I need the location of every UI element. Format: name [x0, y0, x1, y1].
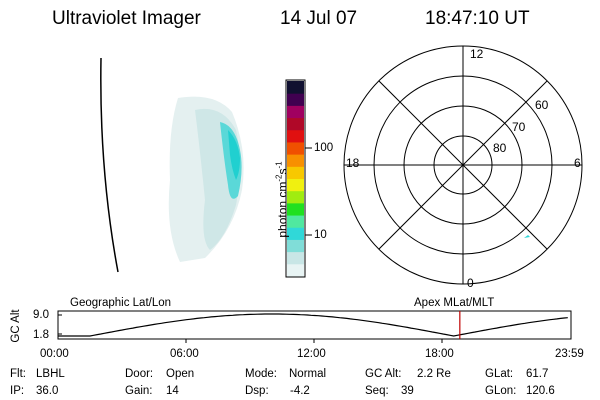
status-door-label: Door:: [125, 368, 154, 380]
polar-label-mlt-6: 6: [574, 156, 581, 170]
colorbar-cell: [287, 117, 304, 131]
colorbar-label: photon cm-2s-1: [274, 161, 290, 238]
timeline-plot: [57, 310, 572, 343]
status-filter-value: LBHL: [36, 368, 65, 380]
status-mode-label: Mode:: [245, 368, 277, 380]
timeline-geographic-label: Geographic Lat/Lon: [70, 297, 172, 309]
polar-label-mlt-0: 0: [467, 276, 474, 290]
instrument-title: Ultraviolet Imager: [52, 8, 201, 29]
colorbar-cell: [287, 141, 304, 155]
image-date: 14 Jul 07: [280, 8, 358, 29]
status-door-value: Open: [166, 368, 195, 380]
status-mode-value: Normal: [289, 368, 327, 380]
timeline-x-tick-1200: 12:00: [297, 348, 326, 360]
timeline-y-axis-label: GC Alt: [10, 309, 22, 343]
colorbar-cell: [287, 239, 304, 253]
colorbar-cell: [287, 190, 304, 204]
colorbar-cell: [287, 93, 304, 106]
status-seq-label: Seq:: [365, 385, 389, 397]
colorbar-tick-10: 10: [314, 229, 327, 241]
status-gcalt-value: 2.2 Re: [417, 368, 451, 380]
colorbar: [285, 79, 312, 278]
status-gain-value: 14: [166, 385, 179, 397]
status-glon-value: 120.6: [526, 385, 555, 397]
colorbar-cell: [287, 178, 304, 192]
status-glat-label: GLat:: [485, 368, 514, 380]
status-ip-value: 36.0: [36, 385, 59, 397]
timeline-apex-label: Apex MLat/MLT: [414, 297, 495, 309]
polar-label-mlt-18: 18: [346, 156, 360, 170]
status-glat-value: 61.7: [526, 368, 549, 380]
timeline-y-tick-max: 9.0: [33, 309, 49, 321]
status-dsp-value: -4.2: [290, 385, 310, 397]
polar-label-mlt-12: 12: [470, 47, 484, 61]
colorbar-cell: [287, 227, 304, 240]
polar-label-lat-70: 70: [512, 120, 526, 134]
status-seq-value: 39: [401, 385, 414, 397]
image-time: 18:47:10 UT: [425, 8, 530, 29]
colorbar-cell: [287, 215, 304, 228]
status-ip-label: IP:: [10, 385, 25, 397]
timeline-x-tick-1800: 18:00: [425, 348, 454, 360]
timeline-x-tick-2359: 23:59: [555, 348, 584, 360]
colorbar-cell: [287, 129, 304, 143]
colorbar-cell: [287, 202, 304, 216]
timeline-x-tick-0000: 00:00: [40, 348, 69, 360]
polar-label-lat-80: 80: [493, 141, 507, 155]
colorbar-cell: [287, 105, 304, 119]
colorbar-tick-100: 100: [314, 142, 334, 154]
status-dsp-label: Dsp:: [245, 385, 269, 397]
status-gcalt-label: GC Alt:: [365, 368, 402, 380]
status-gain-label: Gain:: [125, 385, 153, 397]
colorbar-cell: [287, 81, 304, 94]
colorbar-cell: [287, 263, 304, 277]
colorbar-cell: [287, 166, 304, 179]
timeline-y-tick-min: 1.8: [33, 329, 49, 341]
status-glon-label: GLon:: [485, 385, 517, 397]
earth-limb-arc: [100, 57, 119, 273]
status-filter-label: Flt:: [10, 368, 26, 380]
colorbar-cell: [287, 154, 304, 167]
polar-aurora-speck: [524, 235, 530, 238]
uv-image: [168, 96, 244, 262]
polar-grid: [343, 45, 583, 285]
timeline-x-tick-0600: 06:00: [170, 348, 199, 360]
colorbar-cell: [287, 251, 304, 265]
polar-label-lat-60: 60: [535, 98, 549, 112]
